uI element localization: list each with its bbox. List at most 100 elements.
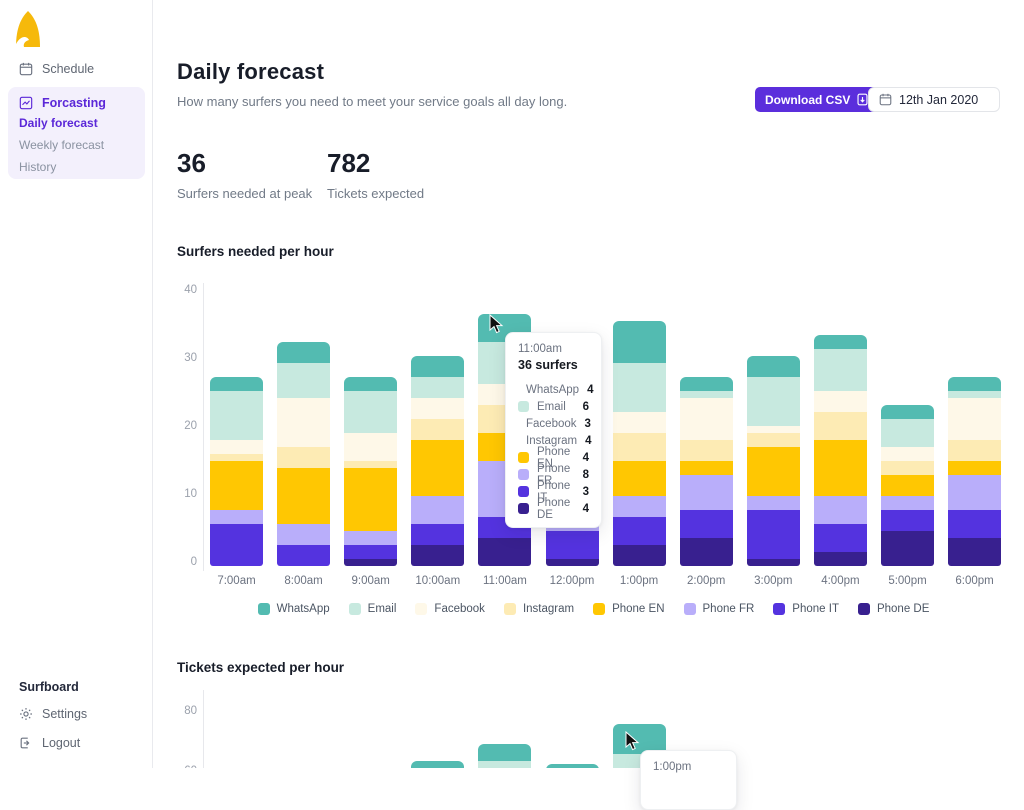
bar-2-00pm[interactable] [679, 377, 733, 566]
bar-4-00pm[interactable] [813, 335, 867, 566]
surfers-chart: 40 30 20 10 0 [177, 283, 1010, 571]
segment-phone-de [612, 545, 666, 566]
segment-phone-de [813, 552, 867, 566]
legend-item-phone-fr[interactable]: Phone FR [683, 603, 754, 615]
x-tick-label: 2:00pm [687, 575, 726, 587]
segment-email [612, 363, 666, 412]
y-tick-label: 30 [184, 352, 197, 364]
stat-tickets-expected-label: Tickets expected [327, 186, 425, 201]
segment-phone-it [881, 510, 934, 531]
x-tick-label: 12:00pm [549, 575, 595, 587]
legend-swatch-phone-it [773, 603, 786, 615]
bar-6-00pm[interactable] [948, 377, 1002, 566]
segment-phone-en [679, 461, 733, 475]
segment-phone-en [210, 461, 263, 510]
segment-facebook [612, 412, 666, 433]
bar-1-00pm[interactable] [612, 321, 666, 566]
sidebar-item-forecasting[interactable]: Forcasting [19, 96, 106, 110]
segment-phone-fr [948, 475, 1002, 510]
legend-item-phone-it[interactable]: Phone IT [773, 603, 839, 615]
logout-icon [20, 737, 30, 749]
x-tick-label: 7:00am [217, 575, 256, 587]
segment-phone-fr [612, 496, 666, 517]
bar-10-00am[interactable] [411, 760, 465, 768]
x-tick-label: 4:00pm [821, 575, 860, 587]
tooltip-row-phone-de: Phone DE 4 [518, 497, 589, 521]
sidebar: Schedule Forcasting Daily forecast Weekly… [0, 0, 153, 768]
legend-item-email[interactable]: Email [348, 603, 396, 615]
segment-whatsapp [746, 356, 800, 377]
bar-3-00pm[interactable] [746, 356, 800, 566]
tooltip-row-value: 4 [582, 502, 589, 515]
segment-email [277, 363, 331, 398]
legend-swatch-instagram [503, 603, 516, 615]
segment-phone-en [881, 475, 934, 496]
segment-phone-de [679, 538, 733, 566]
segment-whatsapp [948, 377, 1002, 391]
stat-surfers-peak-value: 36 [177, 148, 206, 178]
y-tick-label: 20 [184, 420, 197, 432]
legend-label: WhatsApp [276, 603, 330, 615]
sidebar-item-weekly-forecast[interactable]: Weekly forecast [19, 138, 105, 152]
segment-phone-de [746, 559, 800, 566]
legend-item-facebook[interactable]: Facebook [415, 603, 485, 615]
y-axis-line [203, 283, 204, 571]
sidebar-item-history[interactable]: History [19, 160, 57, 174]
x-tick-label: 8:00am [284, 575, 323, 587]
tooltip-swatch-phone-en [518, 452, 529, 463]
segment-phone-it [344, 545, 398, 559]
segment-phone-en [813, 440, 867, 496]
sidebar-item-daily-forecast[interactable]: Daily forecast [19, 116, 98, 130]
y-tick-label: 0 [190, 556, 197, 568]
legend-swatch-phone-de [857, 603, 870, 615]
bar-9-00am[interactable] [344, 377, 398, 566]
segment-instagram [277, 447, 331, 468]
legend-item-instagram[interactable]: Instagram [503, 603, 575, 615]
segment-facebook [344, 433, 398, 461]
bar-11-00am[interactable] [478, 744, 532, 768]
bar-7-00am[interactable] [210, 377, 263, 566]
legend-item-phone-en[interactable]: Phone EN [593, 603, 665, 615]
sidebar-item-settings[interactable]: Settings [19, 707, 87, 721]
sidebar-item-logout[interactable]: Logout [19, 736, 80, 750]
download-csv-button[interactable]: Download CSV [755, 87, 880, 112]
date-picker[interactable]: 12th Jan 2020 [868, 87, 1000, 112]
segment-phone-fr [881, 496, 934, 510]
bar-8-00am[interactable] [277, 342, 331, 566]
stat-tickets-expected-value: 782 [327, 148, 371, 178]
bar-5-00pm[interactable] [881, 405, 934, 566]
segment-phone-fr [411, 496, 465, 524]
segment-instagram [948, 440, 1002, 461]
segment-facebook [210, 440, 263, 454]
segment-phone-fr [277, 524, 331, 545]
sidebar-item-schedule[interactable]: Schedule [19, 62, 94, 76]
segment-phone-en [277, 468, 331, 524]
segment-phone-fr [746, 496, 800, 510]
tooltip-swatch-phone-fr [518, 469, 529, 480]
segment-phone-it [948, 510, 1002, 538]
tooltip-row-instagram: Instagram 4 [518, 432, 592, 449]
legend-item-whatsapp[interactable]: WhatsApp [257, 603, 330, 615]
tooltip-row-value: 4 [587, 383, 594, 396]
sidebar-group-label: Forcasting [42, 96, 106, 110]
legend-label: Phone DE [876, 603, 930, 615]
y-tick-label: 10 [184, 488, 197, 500]
bar-10-00am[interactable] [411, 356, 465, 566]
x-tick-label: 1:00pm [619, 575, 659, 587]
tooltip-row-value: 4 [582, 451, 589, 464]
segment-phone-it [746, 510, 800, 559]
segment-instagram [612, 433, 666, 461]
legend-item-phone-de[interactable]: Phone DE [857, 603, 930, 615]
segment-whatsapp [277, 342, 331, 363]
tickets-chart-title: Tickets expected per hour [177, 660, 345, 675]
segment-phone-de [545, 559, 599, 566]
segment-phone-it [545, 531, 599, 559]
tooltip-hour: 11:00am [518, 343, 562, 355]
legend-label: Phone EN [612, 603, 665, 615]
segment-email [948, 391, 1002, 398]
bar-12-00pm[interactable] [545, 763, 599, 768]
tooltip-hour: 1:00pm [653, 761, 692, 773]
segment-phone-fr [813, 496, 867, 524]
legend-swatch-email [348, 603, 361, 615]
legend-label: Instagram [522, 603, 575, 615]
